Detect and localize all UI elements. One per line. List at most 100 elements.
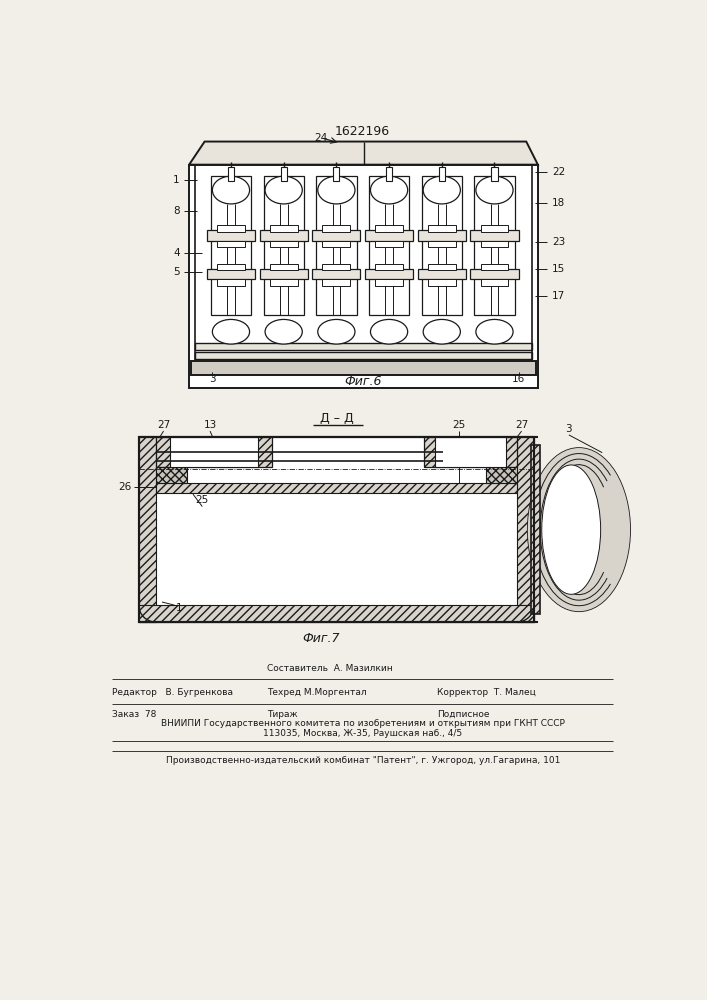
- Bar: [470, 230, 518, 241]
- Bar: [270, 241, 298, 247]
- Text: 8: 8: [173, 206, 180, 216]
- Bar: [474, 176, 515, 315]
- Bar: [322, 225, 351, 232]
- Bar: [189, 165, 538, 388]
- Bar: [211, 176, 251, 315]
- Bar: [228, 167, 234, 181]
- Text: 24: 24: [314, 133, 327, 143]
- Text: Подписное: Подписное: [437, 710, 490, 719]
- Bar: [170, 437, 258, 466]
- Ellipse shape: [423, 319, 460, 344]
- Bar: [281, 167, 287, 181]
- Text: Заказ  78: Заказ 78: [112, 710, 156, 719]
- Ellipse shape: [370, 176, 408, 204]
- Ellipse shape: [476, 319, 513, 344]
- Bar: [270, 264, 298, 270]
- Bar: [481, 241, 508, 247]
- Ellipse shape: [423, 176, 460, 204]
- Ellipse shape: [317, 176, 355, 204]
- Text: 25: 25: [452, 420, 465, 430]
- Bar: [270, 225, 298, 232]
- Bar: [207, 230, 255, 241]
- Text: 5: 5: [173, 267, 180, 277]
- Bar: [322, 279, 351, 286]
- Text: 113035, Москва, Ж-35, Раушская наб., 4/5: 113035, Москва, Ж-35, Раушская наб., 4/5: [263, 729, 462, 738]
- Bar: [195, 343, 532, 350]
- Ellipse shape: [528, 448, 630, 611]
- Bar: [428, 264, 456, 270]
- Bar: [259, 269, 308, 279]
- Bar: [531, 445, 540, 614]
- Bar: [270, 279, 298, 286]
- Ellipse shape: [265, 319, 303, 344]
- Ellipse shape: [212, 319, 250, 344]
- Bar: [322, 264, 351, 270]
- Bar: [312, 230, 361, 241]
- Ellipse shape: [370, 319, 408, 344]
- Bar: [217, 225, 245, 232]
- Bar: [195, 352, 532, 359]
- Text: 17: 17: [552, 291, 565, 301]
- Bar: [369, 176, 409, 315]
- Text: 4: 4: [173, 248, 180, 258]
- Text: 25: 25: [196, 495, 209, 505]
- Bar: [156, 483, 517, 493]
- Bar: [264, 176, 304, 315]
- Bar: [312, 269, 361, 279]
- Bar: [217, 241, 245, 247]
- Bar: [191, 361, 537, 375]
- Text: 26: 26: [118, 482, 132, 492]
- Bar: [316, 176, 356, 315]
- Text: 18: 18: [552, 198, 565, 208]
- Bar: [375, 279, 403, 286]
- Ellipse shape: [317, 319, 355, 344]
- Bar: [481, 279, 508, 286]
- Bar: [386, 167, 392, 181]
- Bar: [375, 241, 403, 247]
- Text: 22: 22: [552, 167, 565, 177]
- Text: 13: 13: [204, 420, 216, 430]
- Bar: [375, 264, 403, 270]
- Bar: [481, 264, 508, 270]
- Text: Корректор  Т. Малец: Корректор Т. Малец: [437, 688, 536, 697]
- Ellipse shape: [528, 448, 630, 611]
- Ellipse shape: [476, 176, 513, 204]
- Text: Д – Д: Д – Д: [320, 412, 354, 425]
- Text: 16: 16: [512, 374, 525, 384]
- Bar: [517, 437, 534, 622]
- Bar: [375, 225, 403, 232]
- Text: Фиг.6: Фиг.6: [344, 375, 382, 388]
- Bar: [428, 225, 456, 232]
- Bar: [435, 437, 506, 466]
- Bar: [322, 241, 351, 247]
- Bar: [418, 230, 466, 241]
- Bar: [428, 279, 456, 286]
- Polygon shape: [189, 142, 538, 165]
- Bar: [156, 437, 272, 466]
- Text: 1622196: 1622196: [335, 125, 390, 138]
- Text: Техред М.Моргентал: Техред М.Моргентал: [267, 688, 366, 697]
- Text: 3: 3: [566, 424, 572, 434]
- Bar: [486, 466, 517, 483]
- Bar: [139, 605, 534, 622]
- Bar: [156, 466, 187, 483]
- Text: 27: 27: [515, 420, 528, 430]
- Bar: [470, 269, 518, 279]
- Ellipse shape: [265, 176, 303, 204]
- Bar: [428, 241, 456, 247]
- Bar: [139, 437, 534, 622]
- Bar: [259, 230, 308, 241]
- Bar: [491, 167, 498, 181]
- Bar: [207, 269, 255, 279]
- Text: Составитель  А. Мазилкин: Составитель А. Мазилкин: [267, 664, 392, 673]
- Text: 23: 23: [552, 237, 565, 247]
- Text: ВНИИПИ Государственного комитета по изобретениям и открытиям при ГКНТ СССР: ВНИИПИ Государственного комитета по изоб…: [160, 719, 565, 728]
- Bar: [424, 437, 517, 466]
- Bar: [139, 437, 156, 622]
- Text: Производственно-издательский комбинат "Патент", г. Ужгород, ул.Гагарина, 101: Производственно-издательский комбинат "П…: [165, 756, 560, 765]
- Bar: [217, 264, 245, 270]
- Text: Редактор   В. Бугренкова: Редактор В. Бугренкова: [112, 688, 233, 697]
- Text: 1: 1: [173, 175, 180, 185]
- Text: 3: 3: [209, 374, 216, 384]
- Bar: [139, 437, 534, 622]
